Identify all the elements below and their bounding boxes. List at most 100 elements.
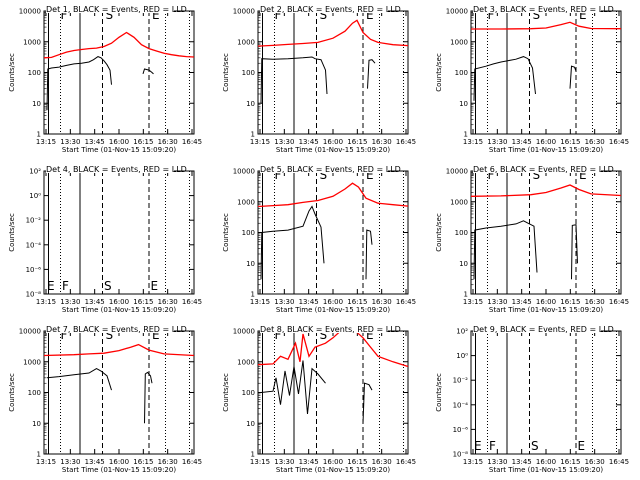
y-tick-label: 1 bbox=[464, 291, 468, 299]
y-tick-label: 10 bbox=[459, 260, 468, 268]
lld-series-line bbox=[43, 343, 195, 357]
chart-panel-1: 1 10 100 1000 10000 13:15 13:30 13:45 16:00 16:15… bbox=[8, 5, 202, 154]
marker-label: E bbox=[366, 168, 374, 182]
x-axis-label: Start Time (01-Nov-15 15:09:20) bbox=[276, 466, 390, 474]
x-tick-label: 13:30 bbox=[60, 138, 80, 146]
y-tick-label: 1000 bbox=[237, 38, 255, 46]
chart-panel-2: 1 10 100 1000 10000 13:15 13:30 13:45 16:00 16:15… bbox=[222, 5, 416, 154]
plot-frame bbox=[470, 170, 622, 295]
y-tick-label: 1000 bbox=[23, 358, 41, 366]
y-axis-label: Counts/sec bbox=[435, 373, 443, 412]
y-tick-label: 10⁻⁸ bbox=[26, 291, 42, 299]
chart-panel-5: 1 10 100 1000 10000 13:15 13:30 13:45 16:00 16:15… bbox=[222, 165, 416, 314]
y-tick-label: 10 bbox=[32, 100, 41, 108]
x-axis-label: Start Time (01-Nov-15 15:09:20) bbox=[62, 146, 176, 154]
lld-series-line bbox=[43, 31, 195, 59]
lld-series-line bbox=[257, 19, 409, 47]
y-tick-label: 1 bbox=[251, 131, 255, 139]
marker-label: S bbox=[320, 168, 328, 182]
plot-frame bbox=[43, 170, 195, 295]
x-tick-label: 13:30 bbox=[60, 298, 80, 306]
x-tick-label: 13:45 bbox=[299, 138, 319, 146]
y-tick-label: 10² bbox=[456, 328, 468, 336]
y-tick-label: 1 bbox=[464, 131, 468, 139]
y-axis-label: Counts/sec bbox=[8, 213, 16, 252]
y-tick-label: 10⁻⁶ bbox=[453, 426, 469, 434]
y-tick-label: 10⁰ bbox=[456, 352, 468, 360]
chart-panel-3: 1 10 100 1000 10000 13:15 13:30 13:45 16:00 16:15… bbox=[435, 5, 629, 154]
marker-label: F bbox=[275, 328, 282, 342]
marker-label: F bbox=[61, 8, 68, 22]
title-backing bbox=[473, 325, 601, 333]
x-tick-label: 13:45 bbox=[299, 458, 319, 466]
events-series-line bbox=[473, 220, 538, 280]
x-tick-label: 13:15 bbox=[463, 458, 483, 466]
y-axis-label: Counts/sec bbox=[435, 213, 443, 252]
x-axis-label: Start Time (01-Nov-15 15:09:20) bbox=[62, 306, 176, 314]
x-tick-label: 16:45 bbox=[182, 458, 202, 466]
chart-title: Det 4, BLACK = Events, RED = LLD bbox=[46, 165, 187, 174]
chart-panel-7: 1 10 100 1000 10000 13:15 13:30 13:45 16:00 16:15… bbox=[8, 325, 202, 474]
title-backing bbox=[473, 165, 601, 173]
x-tick-label: 16:15 bbox=[560, 458, 580, 466]
events-series-line bbox=[260, 360, 326, 415]
y-tick-label: 1000 bbox=[450, 38, 468, 46]
y-tick-label: 10 bbox=[32, 420, 41, 428]
y-tick-label: 10 bbox=[246, 420, 255, 428]
x-axis-label: Start Time (01-Nov-15 15:09:20) bbox=[489, 146, 603, 154]
x-tick-label: 16:00 bbox=[323, 138, 343, 146]
y-tick-label: 1 bbox=[37, 131, 41, 139]
marker-label: S bbox=[106, 328, 114, 342]
title-backing bbox=[46, 325, 174, 333]
x-tick-label: 16:30 bbox=[158, 298, 178, 306]
marker-label: E bbox=[578, 439, 586, 453]
x-tick-label: 16:15 bbox=[560, 298, 580, 306]
y-tick-label: 100 bbox=[242, 229, 255, 237]
x-tick-label: 16:45 bbox=[396, 298, 416, 306]
chart-panel-4: 10⁻⁸ 10⁻⁶ 10⁻⁴ 10⁻² 10⁰ 10² 13:15 13:30 13:45 16:… bbox=[8, 165, 202, 314]
y-axis-label: Counts/sec bbox=[8, 53, 16, 92]
plot-frame bbox=[257, 330, 409, 455]
events-series-line bbox=[142, 68, 154, 75]
events-series-line bbox=[260, 56, 328, 104]
plot-frame bbox=[257, 10, 409, 135]
x-axis-label: Start Time (01-Nov-15 15:09:20) bbox=[276, 306, 390, 314]
lld-series-line bbox=[257, 330, 409, 368]
x-tick-label: 16:30 bbox=[585, 138, 605, 146]
x-tick-label: 13:30 bbox=[60, 458, 80, 466]
y-tick-label: 10⁻² bbox=[26, 217, 42, 225]
x-tick-label: 16:15 bbox=[133, 458, 153, 466]
y-tick-label: 10 bbox=[246, 100, 255, 108]
y-tick-label: 10000 bbox=[19, 328, 41, 336]
y-tick-label: 10⁻⁶ bbox=[26, 266, 42, 274]
x-axis-label: Start Time (01-Nov-15 15:09:20) bbox=[276, 146, 390, 154]
y-tick-label: 1000 bbox=[237, 198, 255, 206]
x-axis-label: Start Time (01-Nov-15 15:09:20) bbox=[489, 306, 603, 314]
x-tick-label: 16:45 bbox=[182, 298, 202, 306]
x-tick-label: 13:15 bbox=[463, 138, 483, 146]
lld-series-line bbox=[470, 184, 622, 197]
x-tick-label: 16:30 bbox=[585, 458, 605, 466]
chart-panel-8: 1 10 100 1000 10000 13:15 13:30 13:45 16:00 16:15… bbox=[222, 325, 416, 474]
chart-title: Det 9, BLACK = Events, RED = LLD bbox=[473, 325, 614, 334]
events-series-line bbox=[473, 56, 536, 101]
y-tick-label: 10000 bbox=[233, 328, 255, 336]
marker-label: E bbox=[366, 328, 374, 342]
x-tick-label: 13:30 bbox=[487, 138, 507, 146]
events-series-line bbox=[571, 224, 578, 280]
chart-title: Det 5, BLACK = Events, RED = LLD bbox=[260, 165, 401, 174]
y-axis-label: Counts/sec bbox=[222, 373, 230, 412]
x-tick-label: 16:45 bbox=[396, 138, 416, 146]
marker-label: F bbox=[62, 279, 69, 293]
x-tick-label: 16:00 bbox=[323, 298, 343, 306]
plot-frame bbox=[43, 10, 195, 135]
y-tick-label: 1 bbox=[251, 291, 255, 299]
x-tick-label: 16:45 bbox=[609, 458, 629, 466]
chart-title: Det 3, BLACK = Events, RED = LLD bbox=[473, 5, 614, 14]
x-tick-label: 13:45 bbox=[512, 138, 532, 146]
plot-frame bbox=[470, 330, 622, 455]
marker-label: E bbox=[152, 8, 160, 22]
y-tick-label: 100 bbox=[455, 69, 468, 77]
title-backing bbox=[46, 5, 174, 13]
y-tick-label: 1 bbox=[37, 451, 41, 459]
